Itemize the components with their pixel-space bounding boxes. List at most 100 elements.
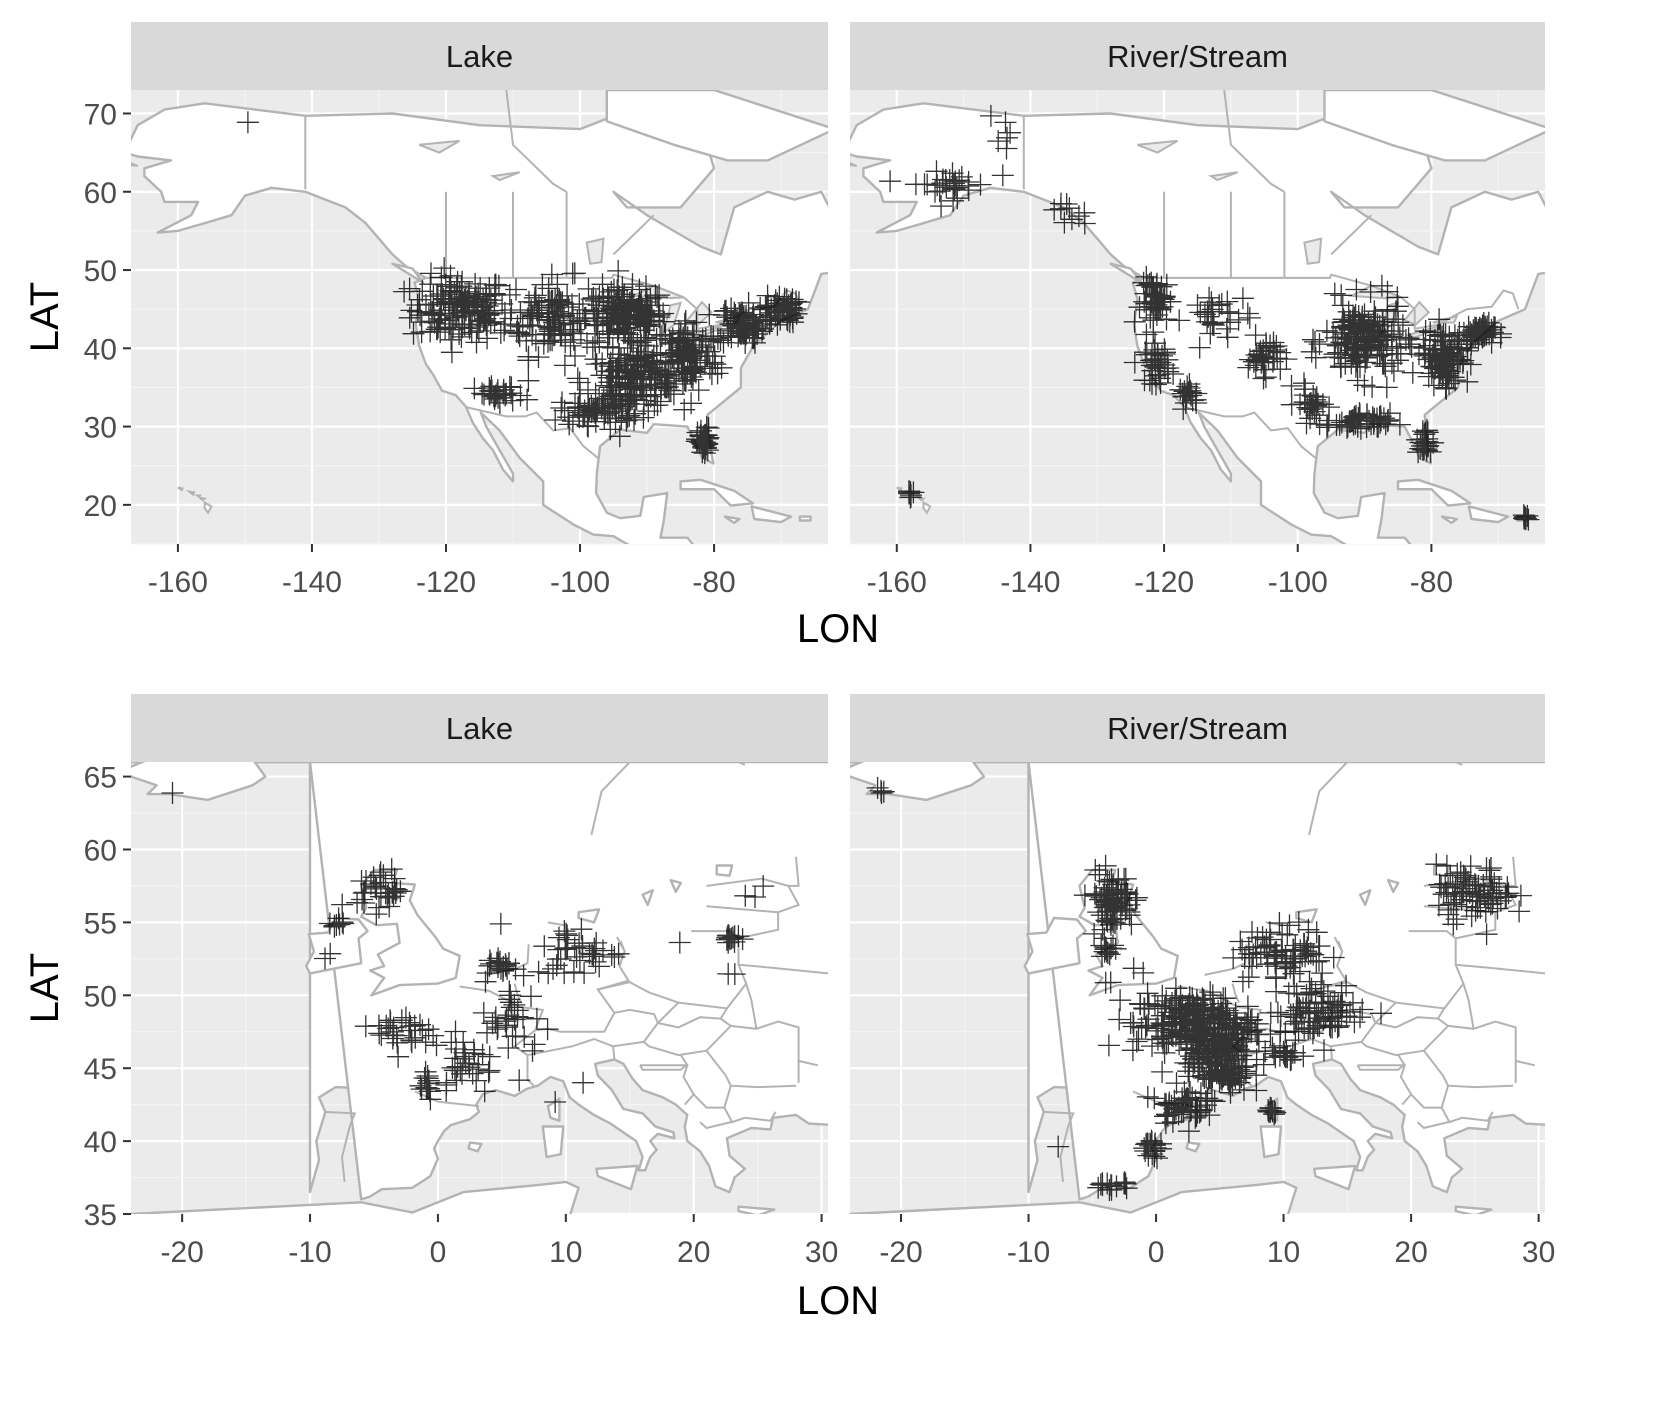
land-outline — [131, 1180, 580, 1214]
y-tick-label: 20 — [84, 490, 117, 523]
x-tick-label: 20 — [1394, 1236, 1427, 1269]
country-border — [1330, 214, 1372, 256]
country-border — [505, 90, 568, 193]
site-points — [161, 782, 775, 1113]
land-outline — [1295, 908, 1318, 924]
land-outline — [1109, 262, 1143, 284]
x-tick-label: -10 — [1007, 1236, 1050, 1269]
country-border — [1232, 1037, 1333, 1060]
site-points — [236, 111, 810, 465]
land-outline — [131, 762, 267, 802]
country-border — [639, 1064, 689, 1071]
basemap — [850, 762, 1545, 1214]
island-outline — [131, 162, 139, 167]
country-border — [1440, 1085, 1494, 1124]
land-outline — [1023, 916, 1088, 975]
country-border — [699, 1121, 733, 1130]
country-border — [414, 1090, 480, 1108]
x-tick-label: 30 — [805, 1236, 838, 1269]
plus-markers — [161, 782, 775, 1113]
island-outline — [896, 486, 903, 492]
country-border — [1447, 1020, 1536, 1067]
island-outline — [922, 500, 932, 515]
country-border — [618, 940, 626, 967]
x-tick-label: -160 — [148, 566, 208, 599]
x-axis-title: LON — [797, 607, 879, 651]
island-outline — [194, 494, 202, 499]
country-border — [1375, 1001, 1446, 1029]
y-tick-label: 65 — [84, 762, 117, 795]
country-border — [738, 762, 746, 766]
basemap — [131, 762, 828, 1214]
basemap — [850, 90, 1545, 544]
site-points — [866, 776, 1532, 1201]
y-tick-label: 30 — [84, 412, 117, 445]
land-outline — [679, 478, 755, 507]
country-border — [1455, 963, 1545, 975]
x-tick-label: -20 — [879, 1236, 922, 1269]
land-outline — [1440, 515, 1458, 525]
lake-outline — [489, 171, 521, 182]
island-outline — [915, 496, 926, 502]
y-tick-label: 50 — [84, 980, 117, 1013]
panel-r0-lake: Lake -160 -140 -120 -100 -80 20 30 40 50 60 70 — [84, 22, 828, 599]
land-outline — [669, 878, 683, 893]
facet-strip — [850, 694, 1545, 762]
land-outline — [541, 1125, 565, 1159]
land-outline — [1185, 1141, 1201, 1153]
land-outline — [1358, 889, 1372, 907]
x-tick-label: -160 — [867, 566, 927, 599]
island-outline — [177, 486, 185, 492]
land-outline — [391, 262, 425, 284]
panel-r1-river-stream: River/Stream -20 -10 0 10 20 30 — [850, 694, 1555, 1269]
land-outline — [1323, 90, 1545, 162]
country-border — [1144, 273, 1520, 330]
country-border — [1408, 930, 1457, 940]
country-border — [723, 1085, 777, 1124]
country-border — [680, 1054, 695, 1106]
land-outline — [715, 864, 734, 877]
x-tick-label: -80 — [1410, 566, 1453, 599]
country-border — [1360, 1017, 1450, 1057]
x-tick-label: -80 — [692, 566, 735, 599]
land-outline — [131, 762, 828, 1201]
land-outline — [467, 1141, 483, 1153]
x-tick-label: -100 — [550, 566, 610, 599]
country-border — [1455, 762, 1463, 766]
country-border — [459, 985, 545, 1087]
facet-strip-label: River/Stream — [1107, 711, 1288, 746]
country-border — [1356, 1064, 1407, 1071]
country-border — [1416, 1121, 1450, 1130]
country-border — [590, 762, 643, 836]
facet-strip-label: River/Stream — [1107, 39, 1288, 74]
country-border — [745, 983, 758, 1029]
land-outline — [750, 505, 793, 524]
lake-outline — [1303, 237, 1323, 265]
y-tick-label: 60 — [84, 177, 117, 210]
country-border — [1443, 938, 1465, 1010]
country-border — [788, 856, 800, 887]
land-outline — [723, 515, 741, 525]
land-outline — [1259, 1125, 1283, 1159]
x-tick-label: 10 — [1267, 1236, 1300, 1269]
land-outline — [577, 908, 601, 924]
country-border — [597, 981, 681, 1025]
country-border — [643, 1017, 733, 1057]
lake-outline — [585, 237, 605, 265]
x-tick-label: 20 — [677, 1236, 710, 1269]
country-border — [465, 406, 600, 460]
site-points — [879, 104, 1540, 531]
lake-outline — [1207, 171, 1238, 182]
land-outline — [1454, 1205, 1493, 1214]
country-border — [1308, 762, 1361, 836]
facet-strip — [131, 22, 828, 90]
country-border — [692, 1093, 725, 1109]
country-border — [1462, 983, 1475, 1029]
land-outline — [1313, 1164, 1357, 1191]
y-tick-label: 35 — [84, 1199, 117, 1232]
country-border — [514, 1037, 616, 1060]
country-border — [1042, 1110, 1075, 1183]
x-tick-label: -120 — [416, 566, 476, 599]
country-border — [324, 1110, 357, 1183]
country-border — [730, 1020, 819, 1067]
